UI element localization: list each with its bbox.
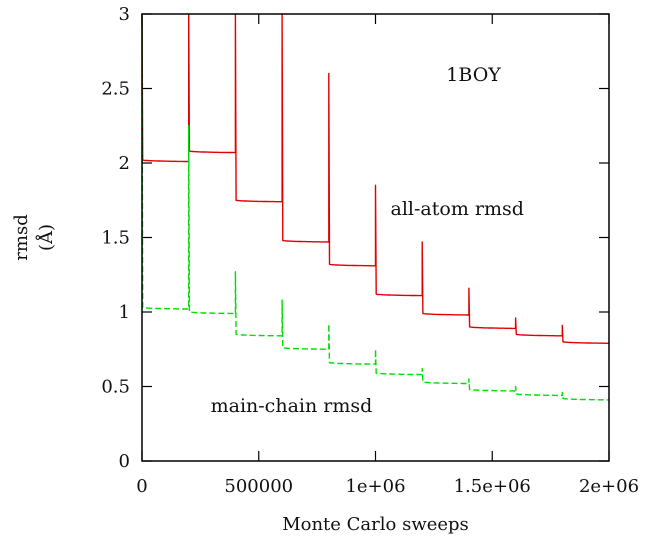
series-line-1 bbox=[141, 13, 609, 401]
y-tick-label: 0.5 bbox=[101, 377, 130, 398]
y-tick-label: 2.5 bbox=[101, 79, 130, 100]
annotation-label: main-chain rmsd bbox=[211, 395, 373, 417]
y-tick-label: 1 bbox=[119, 302, 130, 323]
y-tick-label: 1.5 bbox=[101, 228, 130, 249]
axis-labels: 0 500000 1e+06 1.5e+06 2e+06 0 0.5 1 1.5 2 2.5 3 Mon… bbox=[11, 4, 639, 535]
annotation-label: all-atom rmsd bbox=[391, 198, 524, 220]
x-tick-label: 0 bbox=[136, 476, 147, 497]
series-line-0 bbox=[141, 13, 609, 344]
y-tick-label: 3 bbox=[119, 4, 130, 25]
y-tick-label: 2 bbox=[119, 153, 130, 174]
x-axis-label: Monte Carlo sweeps bbox=[282, 514, 469, 535]
series-layer bbox=[141, 13, 609, 401]
annotation-label: 1BOY bbox=[446, 64, 501, 86]
x-tick-label: 1.5e+06 bbox=[454, 476, 531, 497]
y-axis-label-line-1: rmsd bbox=[11, 214, 32, 260]
chart-annotations: 1BOY all-atom rmsd main-chain rmsd bbox=[211, 64, 524, 417]
axis-ticks bbox=[141, 13, 610, 462]
y-axis-label-line-2: (Å) bbox=[35, 224, 57, 251]
x-tick-label: 2e+06 bbox=[579, 476, 639, 497]
x-tick-label: 1e+06 bbox=[345, 476, 405, 497]
y-tick-label: 0 bbox=[119, 451, 130, 472]
x-tick-label: 500000 bbox=[224, 476, 293, 497]
